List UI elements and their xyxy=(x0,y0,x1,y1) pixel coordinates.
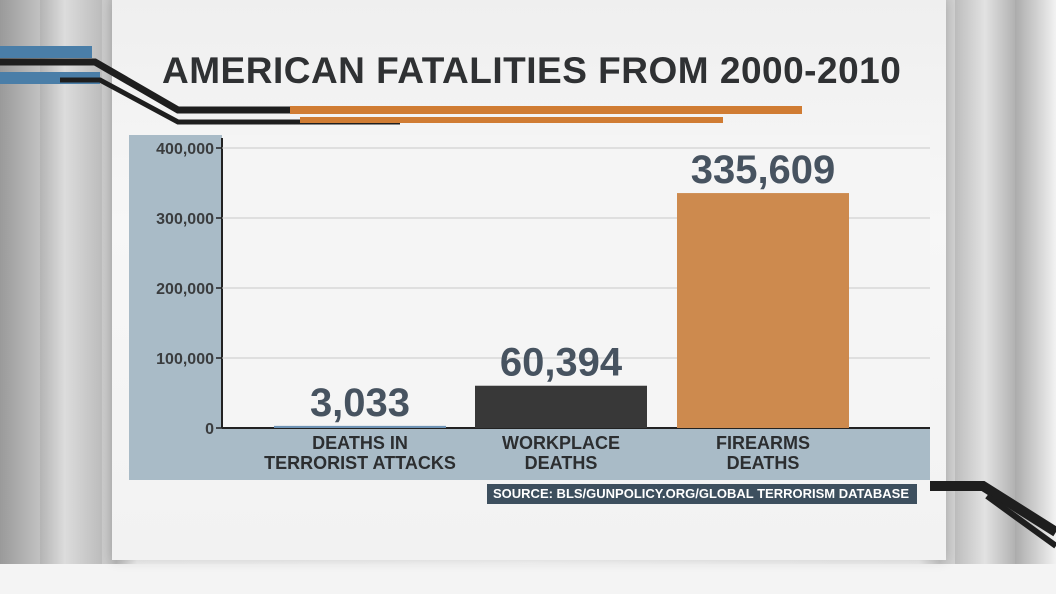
bar xyxy=(677,193,849,428)
ytick-label: 0 xyxy=(205,421,214,438)
ytick-label: 300,000 xyxy=(156,211,214,228)
category-label: WORKPLACE xyxy=(502,433,620,453)
orange-stripe-bar-2 xyxy=(300,117,723,123)
category-axis-panel xyxy=(222,428,930,480)
bar xyxy=(475,385,647,428)
background-pillar-right xyxy=(955,0,1015,564)
data-label: 60,394 xyxy=(500,341,623,385)
ytick-label: 100,000 xyxy=(156,351,214,368)
chart-title: AMERICAN FATALITIES FROM 2000-2010 xyxy=(162,50,902,91)
bottom-strip xyxy=(0,564,1056,594)
bar xyxy=(274,425,446,428)
ytick-label: 200,000 xyxy=(156,281,214,298)
orange-stripe-bar xyxy=(290,106,802,114)
data-label: 3,033 xyxy=(310,381,410,425)
black-swoosh-right xyxy=(930,481,1056,537)
category-label: FIREARMS xyxy=(716,433,810,453)
source-caption: SOURCE: BLS/GUNPOLICY.ORG/GLOBAL TERRORI… xyxy=(487,484,918,504)
data-label: 335,609 xyxy=(691,148,836,192)
black-swoosh-line-2 xyxy=(60,77,400,125)
ytick-label: 400,000 xyxy=(156,141,214,158)
black-swoosh-right-2 xyxy=(985,493,1056,549)
category-label: DEATHS xyxy=(727,453,800,473)
background-pillar-left xyxy=(40,0,102,564)
y-axis-panel xyxy=(129,135,222,480)
category-label: TERRORIST ATTACKS xyxy=(264,453,456,473)
blue-stripe-bar xyxy=(0,46,92,58)
category-label: DEATHS xyxy=(525,453,598,473)
category-label: DEATHS IN xyxy=(312,433,408,453)
